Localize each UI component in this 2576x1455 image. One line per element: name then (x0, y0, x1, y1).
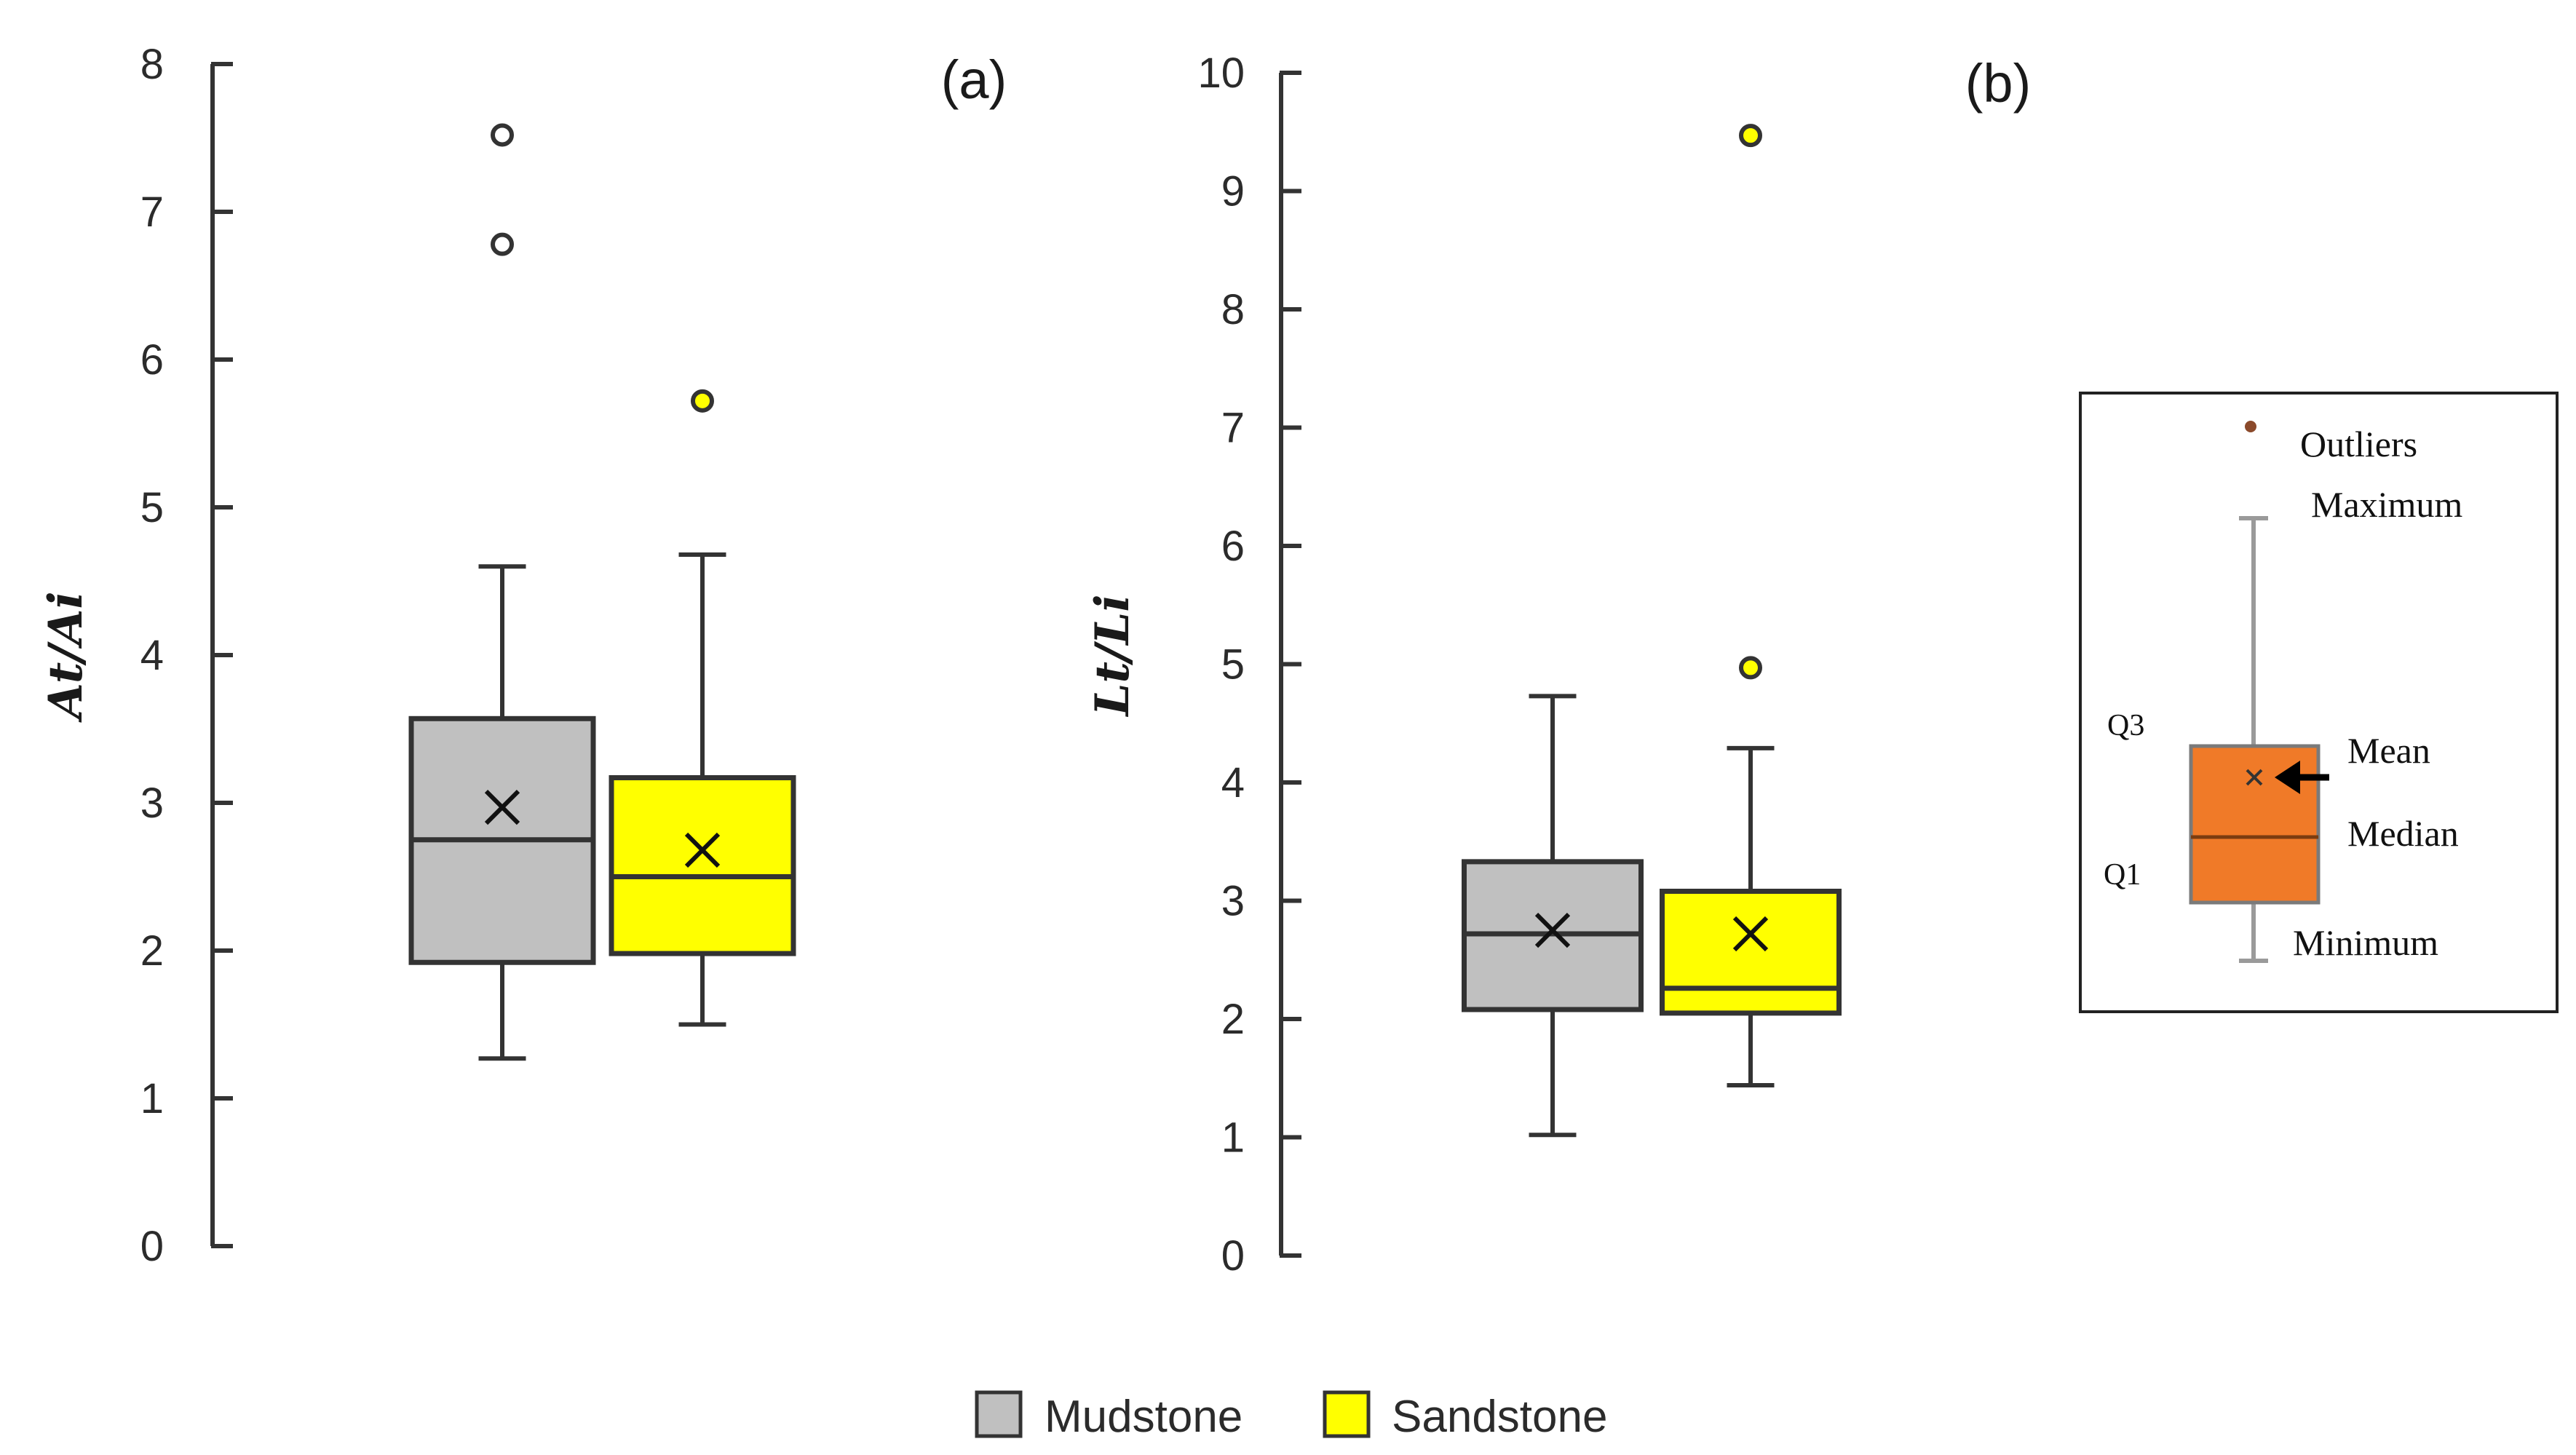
panel-a-mudstone-mean-marker (484, 789, 520, 825)
key-mean-marker (2246, 769, 2263, 786)
panel-b-sandstone-mean-stroke (1732, 916, 1769, 952)
key-maximum-label: Maximum (2311, 484, 2462, 525)
panel-a-y-axis-label: At/Ai (39, 591, 93, 722)
panel-b-mudstone-mean-stroke (1534, 913, 1571, 948)
key-q3-label: Q3 (2107, 709, 2144, 742)
key-mean-arrow (2275, 761, 2329, 794)
panel-a: At/Ai (a) 0 1 2 3 4 5 6 7 8 (39, 41, 1007, 1270)
panel-a-sandstone-mean-stroke (684, 832, 721, 868)
panel-b-y-tick-label: 1 (1221, 1114, 1245, 1162)
panel-a-label: (a) (941, 49, 1007, 110)
panel-a-y-tick-label: 2 (140, 927, 164, 975)
boxplot-key: Outliers Maximum Q3 Mean Median Q1 Minim… (2079, 392, 2559, 1013)
panel-a-y-tick-label: 7 (140, 189, 164, 236)
panel-a-y-tick-label: 8 (140, 41, 164, 88)
panel-b-y-tick-label: 9 (1221, 168, 1245, 215)
panel-b-y-tick-label: 7 (1221, 405, 1245, 452)
key-median-label: Median (2347, 813, 2459, 854)
panel-b-y-tick-label: 2 (1221, 996, 1245, 1043)
panel-b-y-tick-label: 5 (1221, 641, 1245, 689)
panel-b: Lt/Li (b) 0 1 2 3 4 5 6 7 8 9 10 (1085, 49, 2031, 1280)
legend-swatch-mudstone (975, 1390, 1023, 1438)
panel-b-y-tick-label: 10 (1197, 49, 1245, 97)
panel-a-mudstone-mean-stroke (484, 789, 520, 825)
panel-b-mudstone-mean-marker (1534, 913, 1571, 948)
panel-b-y-tick-label: 6 (1221, 523, 1245, 570)
legend-label-sandstone: Sandstone (1392, 1392, 1607, 1442)
panel-a-y-tick-label: 5 (140, 484, 164, 531)
panel-b-sandstone-mean-marker (1732, 916, 1769, 952)
panel-a-y-tick-label: 6 (140, 336, 164, 384)
panel-a-y-tick-label: 4 (140, 632, 164, 679)
panel-b-y-tick-label: 3 (1221, 878, 1245, 925)
key-q1-label: Q1 (2104, 858, 2141, 892)
panel-a-sandstone-mean-marker (684, 832, 721, 868)
panel-a-y-tick-label: 0 (140, 1223, 164, 1270)
panel-a-sandstone-outlier (691, 389, 714, 413)
legend: Mudstone Sandstone (975, 1390, 1607, 1442)
panel-a-mudstone-outlier (491, 232, 514, 256)
panel-b-label: (b) (1965, 53, 2031, 114)
panel-a-y-tick-label: 1 (140, 1075, 164, 1122)
legend-label-mudstone: Mudstone (1045, 1392, 1243, 1442)
panel-b-y-tick-label: 8 (1221, 286, 1245, 333)
key-mean-label: Mean (2347, 730, 2430, 771)
legend-swatch-sandstone (1323, 1390, 1371, 1438)
panel-b-sandstone-box (1660, 889, 1842, 1016)
key-frame (2079, 392, 2559, 1013)
key-outlier-dot (2245, 421, 2256, 432)
key-outliers-label: Outliers (2300, 424, 2417, 464)
panel-b-y-tick-label: 0 (1221, 1232, 1245, 1280)
panel-b-y-tick-label: 4 (1221, 759, 1245, 806)
panel-b-sandstone-outlier (1739, 124, 1762, 148)
panel-a-y-tick-label: 3 (140, 780, 164, 827)
panel-a-mudstone-outlier (491, 123, 514, 147)
key-minimum-label: Minimum (2293, 922, 2438, 963)
panel-b-sandstone-outlier (1739, 656, 1762, 680)
panel-b-y-axis-label: Lt/Li (1085, 594, 1140, 717)
panel-a-sandstone-box (609, 774, 796, 956)
